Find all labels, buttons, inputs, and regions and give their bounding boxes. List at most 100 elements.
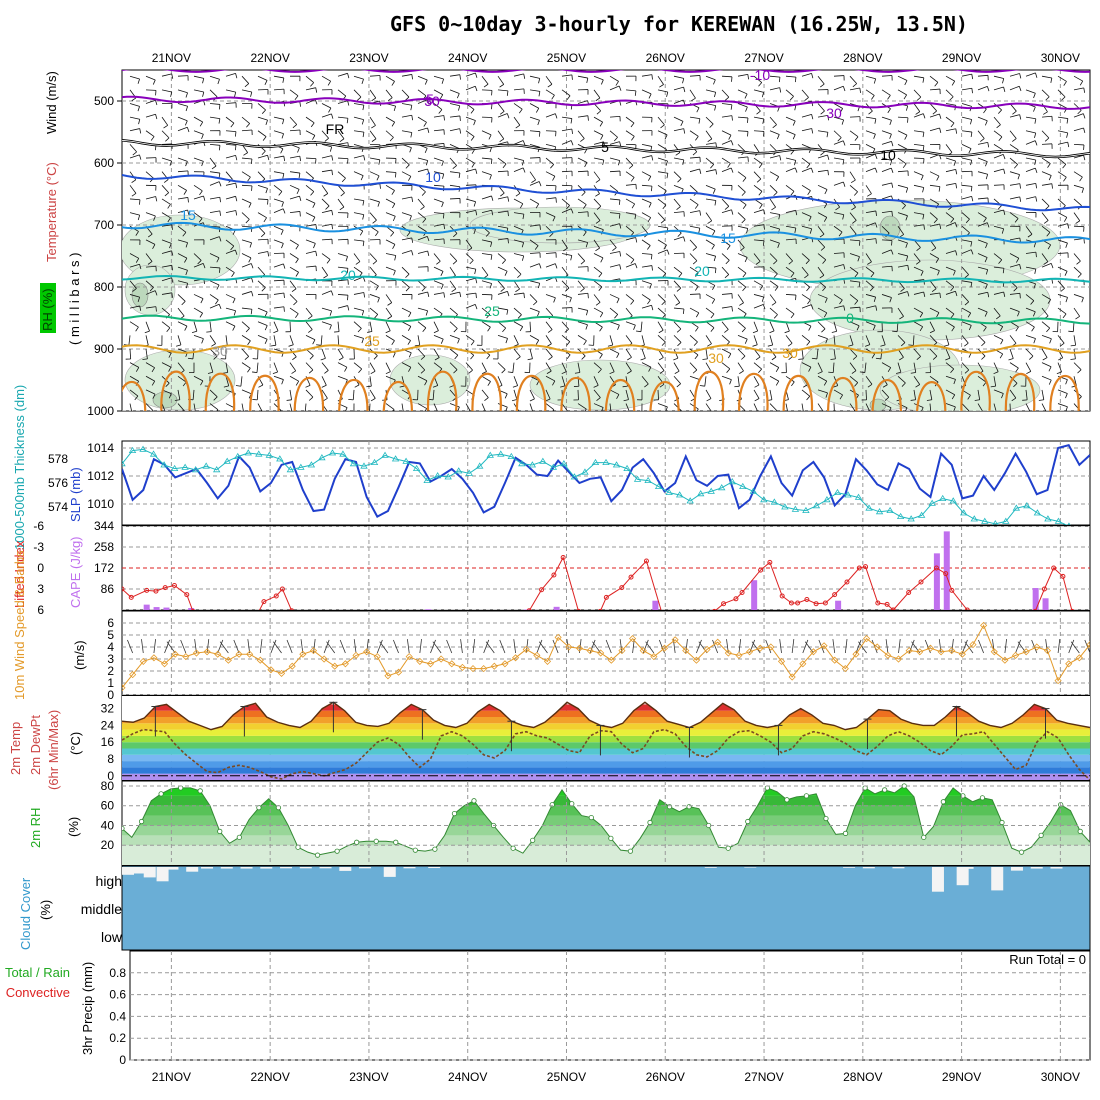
wind-barb-10m [326,641,336,654]
wind-barb-flag [699,210,702,216]
wind-barb [593,266,603,274]
wind-barb [641,376,649,385]
cape-bar [835,600,842,610]
wind-barb-flag [889,133,892,139]
wind-barb [417,99,428,104]
wind-barb [816,348,819,359]
wind-barb [145,196,156,200]
wind-barb [977,157,988,163]
wind-barb [321,321,332,326]
isotherm-label: 10 [425,169,441,185]
wind-barb-flag [889,120,892,126]
wind-barb [912,335,915,346]
temp-tick-label: 16 [101,735,115,749]
wind-barb [465,209,476,213]
wind-barb-flag [554,263,558,269]
wind-barb-flag [404,96,410,101]
wind-barb-flag [1034,268,1037,274]
wind-barb-flag [490,254,493,260]
wind-barb-flag [408,326,412,331]
thickness-point [581,468,589,475]
wind-barb-flag [619,223,622,229]
wind-barb [545,321,553,330]
wind-barb [129,171,137,181]
li-point [767,559,773,565]
wind-barb-flag [804,97,809,101]
wind-barb-flag [792,120,796,126]
date-label-bottom: 23NOV [349,1070,388,1084]
wind-barb-flag [826,132,829,138]
wind-barb-flag [248,202,252,208]
wind-barb [897,157,907,165]
cloud-high-bar [339,867,352,871]
wind-barb [913,253,921,262]
wind-barb-flag [609,371,615,375]
wind-barb-flag [596,110,601,115]
wind-barb [481,321,491,328]
wind-barb [465,130,475,137]
wind-barb-flag [171,265,174,271]
wind-barb [817,115,828,118]
wind-tick-label: 1 [107,676,114,690]
wind-barb [513,225,524,231]
wind-barb [241,348,249,357]
wind-barb [625,237,636,241]
wind-barb [145,362,155,369]
wind-barb [321,144,332,148]
wind-barb-flag [421,287,426,292]
thickness-point [1023,502,1031,509]
wind-barb [1041,212,1049,221]
wind-barb [177,335,182,346]
wind-barb-flag [992,413,997,414]
wind-barb-flag [235,131,237,137]
thickness-point [633,475,642,482]
wind-barb [1057,130,1068,134]
wind-barb [625,389,629,400]
wind-barb [529,130,540,133]
wind-speed-point [735,651,743,659]
wind-barb-flag [270,344,276,347]
wind-barb [545,362,552,372]
wind-barb [513,266,522,275]
wind-barb-flag [176,344,182,347]
wind-barb-flag [752,330,758,334]
wind-barb [401,212,412,217]
wind-speed-point [682,647,690,655]
wind-barb-10m [749,639,756,654]
temp-color-band [122,729,1090,736]
wind-barb-flag [891,141,894,147]
wind-barb [529,252,541,254]
wind-barb-flag [391,190,395,195]
wind-barb-flag [727,163,731,168]
wind-barb-flag [640,358,646,361]
wind-barb [545,197,556,200]
wind-barb [801,389,811,397]
wind-barb-flag [1047,299,1051,304]
wind-barb [337,294,349,296]
wind-barb-flag [739,370,744,374]
thickness-point [444,473,452,480]
wind-barb [961,73,972,77]
wind-barb [1009,335,1017,344]
wind-barb [145,403,154,411]
wind-barb [817,334,828,339]
wind-speed-point [512,654,520,662]
wind-barb-flag [824,298,828,303]
rh-point [686,804,692,810]
thickness-point [412,464,421,471]
wind-barb [1025,157,1036,161]
wind-barb-flag [868,110,873,115]
wind-barb [689,75,701,77]
wind-barb-flag [730,104,733,110]
date-label-top: 29NOV [942,51,981,65]
wind-barb-flag [165,137,170,142]
slp-tick-label: 1014 [87,441,114,455]
slp-grid [122,441,1090,525]
wind-barb [177,225,187,233]
wind-barb [529,403,533,411]
wind-barb-flag [516,356,521,361]
wind-barb [161,198,171,205]
wind-barb [369,335,372,346]
wind-barb-flag [950,218,955,223]
wind-barb [753,224,764,227]
